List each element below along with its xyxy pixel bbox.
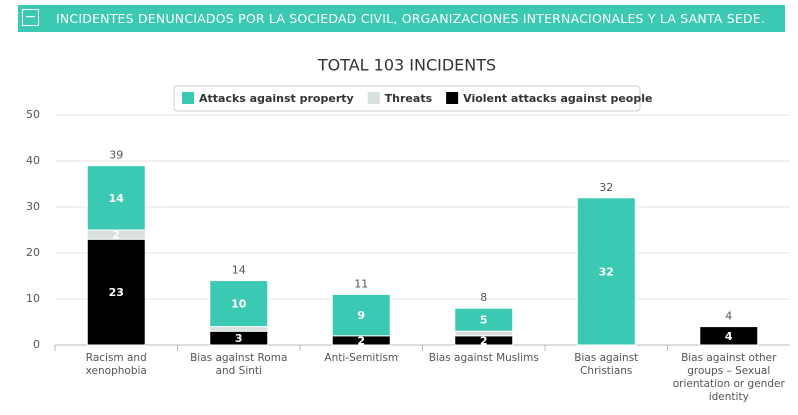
segment-label: 10: [231, 298, 247, 311]
y-tick-label: 0: [33, 338, 40, 351]
section-header: − INCIDENTES DENUNCIADOS POR LA SOCIEDAD…: [18, 5, 785, 32]
collapse-toggle[interactable]: −: [22, 9, 39, 26]
x-tick-label: Bias against Christians: [574, 352, 639, 377]
segment-label: 2: [480, 334, 488, 347]
y-tick-label: 30: [26, 200, 40, 213]
x-tick-label: Anti-Semitism: [324, 352, 399, 364]
bar-segment: [454, 307, 514, 332]
legend-label: Threats: [385, 92, 433, 105]
total-label: 32: [599, 181, 613, 194]
bar-segment: [209, 326, 269, 332]
total-label: 11: [354, 277, 368, 290]
segment-label: 2: [357, 334, 365, 347]
total-label: 4: [725, 310, 732, 323]
legend-label: Violent attacks against people: [463, 92, 652, 105]
segment-label: 14: [109, 192, 125, 205]
total-label: 39: [109, 149, 123, 162]
y-tick-label: 10: [26, 292, 40, 305]
y-tick-label: 40: [26, 154, 40, 167]
bar-segment: [699, 326, 759, 346]
section-title: INCIDENTES DENUNCIADOS POR LA SOCIEDAD C…: [56, 11, 766, 26]
segment-label: 23: [109, 286, 124, 299]
legend-swatch: [367, 92, 380, 104]
y-tick-label: 20: [26, 246, 40, 259]
segment-label: 5: [480, 314, 488, 327]
segment-label: 3: [235, 332, 243, 345]
segment-label: 4: [725, 330, 733, 343]
legend-swatch: [182, 92, 194, 104]
chart-title: TOTAL 103 INCIDENTS: [317, 56, 496, 75]
x-tick-label: Racism and xenophobia: [85, 352, 147, 377]
bar-segment: [454, 330, 514, 337]
x-tick-label: Bias against other groups – Sexual orien…: [672, 352, 785, 403]
y-tick-label: 50: [26, 108, 40, 121]
segment-label: 2: [112, 229, 120, 242]
legend-swatch: [446, 92, 459, 104]
total-label: 8: [480, 291, 487, 304]
bar-segment: [86, 238, 146, 346]
legend-label: Attacks against property: [199, 92, 354, 105]
legend-box: [173, 85, 641, 112]
bar-segment: [576, 197, 636, 346]
bar-segment: [331, 293, 391, 337]
x-tick-label: Bias against Muslims: [428, 352, 539, 364]
segment-label: 9: [357, 309, 365, 322]
x-tick-label: Bias against Roma and Sinti: [190, 352, 288, 377]
total-label: 14: [232, 264, 246, 277]
bar-segment: [86, 165, 146, 231]
segment-label: 32: [599, 265, 614, 278]
bar-segment: [209, 280, 269, 328]
